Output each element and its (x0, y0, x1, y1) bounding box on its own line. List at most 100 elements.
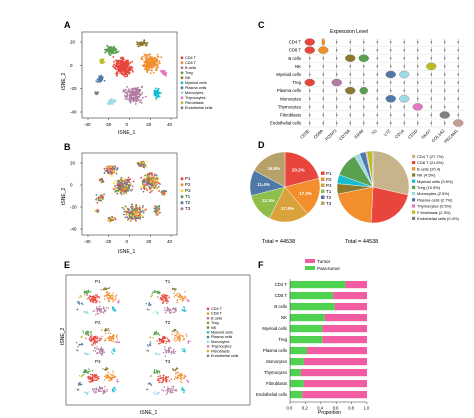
panel-e-point (87, 391, 90, 393)
panel-e-point (109, 376, 112, 378)
panel-a-point (136, 92, 139, 94)
panel-e-point (165, 393, 168, 396)
panel-a-point (150, 69, 153, 72)
panel-e-point (170, 351, 172, 353)
panel-e-point (164, 355, 167, 357)
panel-e-point (174, 337, 176, 339)
panel-b-point (162, 189, 165, 192)
panel-b-x-tick-label: -40 (84, 239, 91, 244)
panel-b-point (131, 208, 134, 211)
panel-e-point (103, 351, 106, 353)
panel-e-point (111, 351, 113, 353)
panel-c-gene-label: IGHM (353, 128, 365, 140)
panel-b-legend-label: T3 (185, 206, 191, 211)
panel-e-point (182, 336, 184, 338)
panel-e-point (90, 378, 92, 380)
panel-e-point (117, 381, 119, 383)
panel-e-point (115, 389, 117, 391)
panel-e-point (112, 337, 114, 339)
panel-e-point (106, 328, 108, 330)
panel-a-point (148, 55, 151, 58)
panel-e-point (86, 371, 88, 373)
panel-f-x-tick-label: 0.6 (333, 406, 339, 411)
panel-e-point (163, 386, 165, 388)
panel-b-point (99, 197, 101, 200)
panel-e-point (107, 293, 110, 295)
panel-e-point (161, 340, 163, 342)
panel-e-point (176, 378, 179, 380)
panel-e-point (94, 377, 96, 379)
panel-e-point (98, 351, 101, 353)
panel-b-point (119, 178, 122, 181)
panel-e-point (113, 299, 115, 301)
panel-e-point (105, 376, 107, 379)
panel-a-point (125, 68, 128, 71)
panel-b-point (116, 167, 119, 170)
panel-e-legend-dot (206, 307, 210, 311)
panel-b-point (105, 166, 108, 168)
panel-b-point (127, 176, 130, 179)
panel-b-legend-dot (180, 195, 184, 199)
panel-b-point (156, 213, 159, 216)
panel-e-point (78, 302, 80, 304)
panel-b-legend-label: P3 (185, 188, 191, 193)
panel-e-point (98, 339, 101, 341)
panel-e-point (161, 381, 164, 383)
panel-a-point (131, 60, 134, 63)
panel-f-category-labels: CD4 T CD8 T B cells NK Myeloid cells Treg Plas… (256, 282, 288, 397)
panel-b-point (100, 197, 103, 200)
panel-a-point (139, 101, 142, 104)
panel-e-point (155, 291, 158, 293)
panel-e-point (109, 295, 112, 297)
panel-a-point (128, 97, 131, 100)
panel-e-point (85, 370, 87, 372)
panel-b-point (116, 184, 119, 187)
panel-e-point (101, 390, 103, 393)
panel-b-point (132, 180, 135, 183)
panel-e-point (179, 377, 181, 380)
panel-e-point (167, 348, 170, 350)
panel-e-point (93, 375, 95, 378)
panel-e-point (113, 347, 115, 350)
panel-a-point (143, 68, 146, 70)
panel-a-ylabel: tSNE_2 (61, 73, 67, 90)
panel-e-legend-dot (206, 349, 210, 353)
panel-e-legend-label: B cells (211, 316, 222, 320)
panel-a-point (118, 70, 121, 73)
panel-e-point (181, 382, 183, 384)
panel-e-point (184, 374, 186, 377)
panel-e-point (82, 330, 84, 332)
panel-b-point (148, 183, 151, 186)
panel-d-left-slice (253, 151, 286, 188)
panel-e-point (159, 342, 161, 345)
panel-e-point (155, 331, 157, 334)
panel-a-point (130, 89, 133, 91)
panel-e-point (149, 336, 151, 338)
panel-b-point (141, 210, 144, 212)
panel-b-point (145, 166, 148, 169)
panel-b-point (143, 188, 146, 191)
panel-b-points (94, 160, 168, 223)
panel-d-left-legend-label: P3 (326, 183, 332, 188)
panel-d-right-legend-swatch (412, 210, 416, 214)
panel-e-point (93, 296, 95, 298)
panel-e-point (81, 343, 83, 345)
panel-e-point (105, 291, 108, 293)
panel-e-point (164, 350, 167, 352)
panel-f-bar-para-tumor (290, 380, 304, 388)
panel-a-point (158, 62, 161, 65)
panel-b-point (142, 211, 145, 214)
panel-e-point (179, 375, 181, 377)
panel-e-point (168, 341, 171, 343)
panel-b-point (141, 181, 144, 184)
panel-e-point (116, 378, 119, 381)
panel-e-point (157, 393, 159, 395)
panel-a-point (132, 88, 135, 90)
panel-b-point (119, 186, 121, 189)
panel-a-point (99, 81, 102, 83)
panel-e-point (147, 345, 149, 347)
panel-e-point (167, 389, 169, 391)
panel-letter-e: E (64, 260, 70, 270)
panel-b-legend-label: P2 (185, 182, 191, 187)
